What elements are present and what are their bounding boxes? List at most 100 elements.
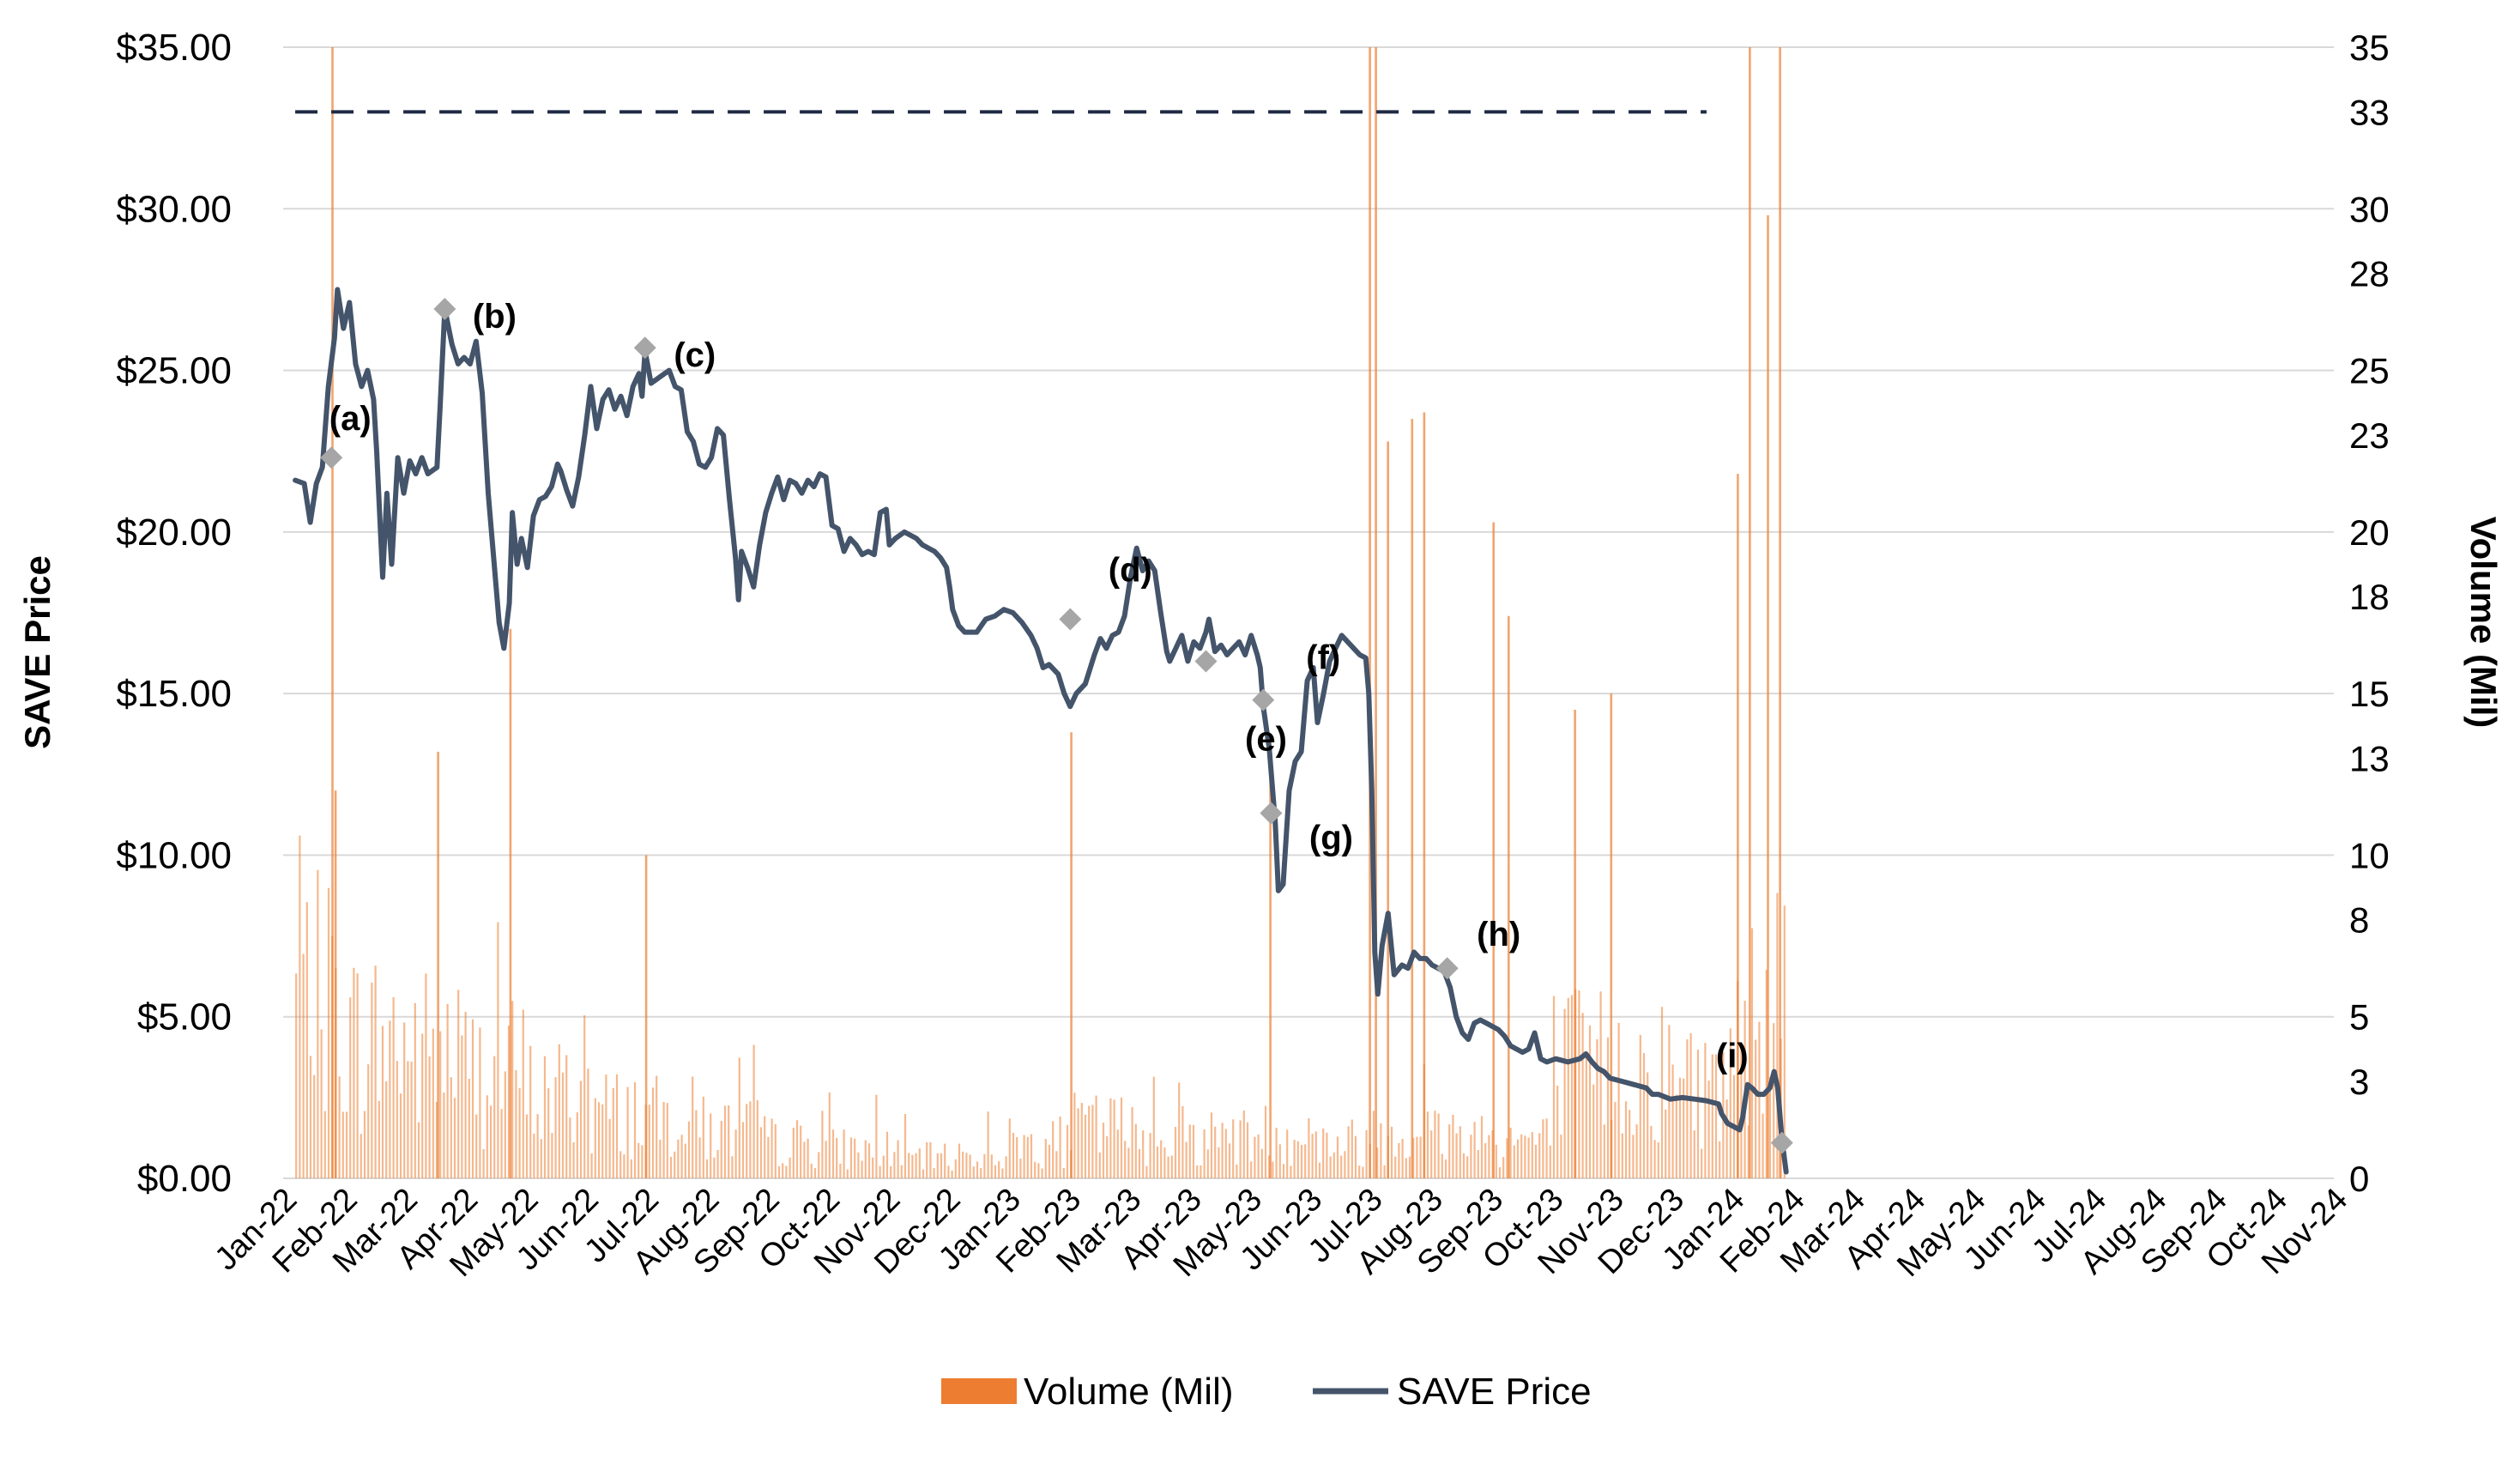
volume-bar — [511, 1001, 514, 1178]
volume-bar — [933, 1168, 935, 1178]
y-tick-label-right: 28 — [2349, 254, 2390, 294]
volume-bar — [1437, 1113, 1440, 1178]
annotation-label: (f) — [1306, 639, 1340, 677]
volume-bar — [1480, 1116, 1484, 1178]
volume-bar — [1704, 1043, 1707, 1178]
volume-bar — [698, 1137, 701, 1178]
price-line-group — [293, 287, 1789, 1175]
volume-bar — [756, 1099, 758, 1178]
volume-bar — [1120, 1097, 1123, 1178]
volume-bar — [716, 1150, 719, 1178]
volume-bar — [605, 1074, 607, 1178]
volume-bar — [1344, 1151, 1346, 1178]
volume-bar — [1091, 1105, 1094, 1178]
volume-bar — [533, 1134, 535, 1178]
legend-label-price: SAVE Price — [1397, 1371, 1592, 1413]
volume-bar — [334, 790, 337, 1178]
volume-bar — [486, 1095, 488, 1178]
volume-bar — [1588, 1025, 1592, 1178]
volume-bar — [475, 1114, 478, 1178]
volume-bar — [1635, 1124, 1638, 1178]
volume-bar — [515, 1069, 517, 1178]
volume-bar — [1210, 1112, 1213, 1178]
volume-bar — [1016, 1137, 1018, 1178]
volume-bar — [1516, 1139, 1520, 1178]
volume-bar — [1660, 1007, 1664, 1178]
volume-bar — [1647, 1072, 1649, 1178]
volume-bar — [1750, 928, 1754, 1178]
volume-bar — [803, 1141, 806, 1178]
legend-label-volume: Volume (Mil) — [1024, 1371, 1234, 1413]
y-tick-label-left: $35.00 — [116, 27, 232, 69]
volume-bar — [1142, 1130, 1145, 1178]
volume-bar — [356, 973, 359, 1178]
volume-bar — [1290, 1165, 1292, 1178]
volume-bar — [983, 1153, 986, 1178]
volume-bar — [1405, 1158, 1407, 1178]
y-tick-label-left: $20.00 — [116, 511, 232, 554]
volume-bar — [1776, 893, 1779, 1178]
volume-bar — [1448, 1124, 1451, 1178]
volume-bar — [1624, 1101, 1628, 1178]
volume-bar — [1239, 1120, 1242, 1178]
annotation-marker — [320, 446, 343, 469]
volume-bar — [1492, 522, 1495, 1178]
left-axis-ticks: $0.00 $5.00 $10.00 $15.00 $20.00 $25.00 $30.00… — [116, 27, 232, 1200]
volume-bar — [789, 1157, 791, 1178]
volume-bar — [1077, 1108, 1079, 1178]
annotation-label: (d) — [1109, 552, 1152, 590]
volume-bar — [1269, 742, 1272, 1178]
volume-bar — [767, 1136, 770, 1178]
volume-bar — [299, 835, 301, 1178]
price-line — [293, 287, 1789, 1175]
volume-bar — [825, 1141, 827, 1178]
volume-bar — [1023, 1135, 1025, 1178]
volume-bar — [396, 1061, 398, 1178]
volume-bar — [630, 1159, 632, 1178]
volume-bar — [911, 1154, 914, 1178]
volume-bar — [1711, 1054, 1713, 1178]
volume-bar — [1527, 1137, 1530, 1178]
volume-bar — [497, 922, 499, 1178]
volume-bar — [1228, 1143, 1231, 1178]
volume-bar — [1257, 1134, 1260, 1178]
volume-bar — [746, 1104, 748, 1178]
volume-bar — [1686, 1039, 1689, 1178]
volume-bar — [1614, 1102, 1617, 1178]
volume-bar — [1242, 1110, 1245, 1178]
volume-bar — [1278, 1144, 1281, 1178]
volume-bar — [1596, 1038, 1598, 1178]
volume-bar — [782, 1163, 784, 1178]
volume-bar — [482, 1148, 485, 1178]
volume-bar — [1376, 1147, 1379, 1178]
volume-bar — [1106, 1135, 1109, 1178]
volume-bar — [818, 1152, 820, 1178]
volume-bar — [987, 1111, 989, 1178]
volume-bar — [1192, 1124, 1195, 1178]
volume-bar — [1610, 693, 1613, 1178]
legend: Volume (Mil) SAVE Price — [941, 1371, 1592, 1413]
volume-bar — [381, 1026, 384, 1178]
volume-bar — [1260, 1148, 1263, 1178]
volume-bar — [1062, 1168, 1065, 1178]
annotation-label: (a) — [329, 400, 372, 438]
volume-bar — [890, 1166, 892, 1178]
volume-bar — [320, 1029, 323, 1178]
volume-bar — [317, 869, 319, 1178]
y-tick-label-left: $30.00 — [116, 188, 232, 230]
volume-bar — [1268, 1155, 1271, 1178]
volume-bar — [461, 1035, 463, 1178]
y-tick-label-right: 15 — [2349, 674, 2390, 714]
volume-bar — [1034, 1161, 1036, 1178]
annotation-label: (h) — [1477, 916, 1520, 953]
volume-bar — [1351, 1119, 1353, 1178]
volume-bar — [777, 1166, 781, 1178]
volume-bar — [792, 1128, 795, 1178]
volume-bar — [1372, 1111, 1375, 1178]
volume-bar — [867, 1143, 871, 1178]
volume-bar — [633, 1082, 637, 1178]
annotation-marker — [1059, 608, 1082, 631]
volume-bar — [1329, 1156, 1332, 1178]
volume-bar — [353, 967, 355, 1178]
volume-bar — [680, 1135, 683, 1178]
